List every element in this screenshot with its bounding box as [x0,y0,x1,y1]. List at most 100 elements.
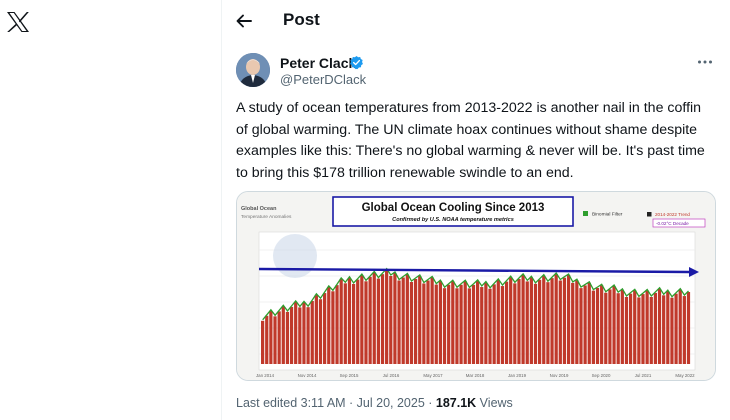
author-name[interactable]: Peter Clack [280,55,357,71]
tweet-media[interactable]: Jan 2014 Nov 2014 Sep 2015 Jul 2016 May 2017… [236,191,716,381]
chart-bar [426,280,430,364]
avatar[interactable] [236,53,270,87]
chart-bar [471,284,476,364]
more-dots-icon[interactable] [696,54,714,70]
chart-bar [331,291,335,364]
x-tick-label: Nov 2019 [550,373,569,378]
chart-bar [488,288,492,364]
chart-bar [521,274,525,364]
page-title: Post [283,10,320,29]
chart-bar [451,281,455,364]
chart-bar [666,291,670,364]
chart-bar [583,285,587,364]
chart-bar [641,294,645,364]
chart-bar [467,288,471,364]
chart-bar [438,281,443,364]
chart-bar [314,294,318,364]
x-tick-label: May 2017 [423,373,443,378]
chart-bar [566,275,571,364]
chart-bar [686,292,691,364]
arrow-left-icon[interactable] [234,11,254,31]
left-rail [0,0,222,420]
chart-bar [533,283,538,364]
views-label: Views [476,396,513,410]
legend-trend-swatch [647,212,652,217]
chart-bar [339,278,343,364]
post-meta: Last edited 3:11 AM · Jul 20, 2025 · 187… [236,396,513,410]
chart-bar [310,301,314,364]
chart-bar [418,275,422,364]
chart-bar [294,301,298,364]
chart-bar [343,283,347,364]
chart-bar [306,307,310,364]
chart-bar [261,320,265,364]
x-tick-label: May 2022 [675,373,695,378]
chart-bar [620,289,624,364]
legend-trend-value: -0.02°C Decade [656,221,689,226]
x-tick-labels: Jan 2014 Nov 2014 Sep 2015 Jul 2016 May 2017… [256,373,695,378]
noaa-watermark-icon [273,234,317,278]
chart-bar [327,286,331,364]
chart-bar [554,274,558,364]
chart-left-label: Global Ocean [241,206,277,212]
chart-bar [269,310,273,364]
chart-bar [653,292,658,364]
chart-bar [604,292,608,364]
chart-bar [397,280,401,364]
x-tick-label: Jan 2014 [256,373,275,378]
chart-bar [550,278,554,364]
chart-bar [480,287,484,364]
chart-bar [335,285,339,364]
chart-bar [356,279,360,364]
post-edited-timestamp[interactable]: Last edited 3:11 AM · Jul 20, 2025 · [236,396,436,410]
chart-bar [364,281,368,364]
chart-bar [385,269,389,364]
chart-bar [459,284,463,364]
chart-title-box [332,196,574,227]
chart-title: Global Ocean Cooling Since 2013 [362,202,545,214]
chart-bar [616,293,620,364]
chart-bar [265,315,269,364]
chart-bar [430,277,434,364]
chart-bar [405,274,409,364]
post-column: Post Peter Clack @PeterDClack A study of… [222,0,730,420]
chart-bar [587,282,591,364]
chart-bar [662,295,666,364]
legend-filter-label: Binomial Filter [592,212,623,218]
chart-bar [463,281,467,364]
chart-bar [347,277,352,364]
chart-bar [476,280,480,364]
x-tick-label: Nov 2014 [298,373,317,378]
chart-subtitle: Confirmed by U.S. NOAA temperature metri… [392,217,514,223]
chart-left-sublabel: Temperature Anomalies [241,214,292,220]
chart-bar [298,307,302,364]
x-tick-label: Jan 2019 [508,373,527,378]
chart-bar [562,277,567,364]
chart-bar [558,280,562,364]
chart-bar [492,284,496,364]
chart-bar [393,272,397,364]
chart-bar [413,278,418,364]
chart-bar [657,288,662,364]
author-handle[interactable]: @PeterDClack [280,72,367,87]
chart-bar [571,282,575,364]
chart-bar [546,282,550,364]
trend-line [258,267,690,274]
chart-bar [517,278,521,364]
chart-bar [682,296,686,364]
chart-bar [484,282,488,364]
chart-bar [600,285,604,364]
x-tick-label: Sep 2020 [592,373,611,378]
chart-bar [389,276,393,364]
chart-bar [277,311,281,364]
chart-bar [591,290,595,364]
chart-bar [285,311,290,364]
chart-bar [513,283,517,364]
chart-bar [380,274,385,364]
chart-bar [579,288,583,364]
chart-bar [525,281,529,364]
chart-bar [401,277,405,364]
chart-bar [496,279,500,364]
x-logo-icon[interactable] [6,11,30,33]
chart-bar [273,316,277,364]
